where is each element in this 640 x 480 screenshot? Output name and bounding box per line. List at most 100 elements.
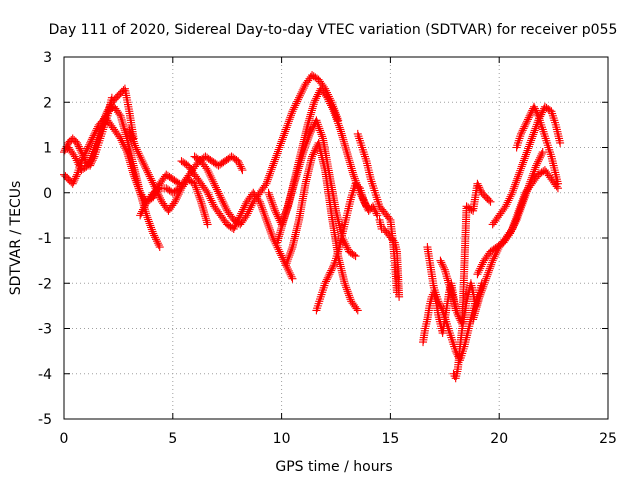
data-point <box>342 145 351 154</box>
data-point <box>477 262 486 271</box>
data-point <box>198 203 207 212</box>
data-point <box>84 142 93 151</box>
data-point <box>476 185 485 194</box>
data-point <box>280 211 289 220</box>
data-point <box>281 127 290 136</box>
data-point <box>525 179 534 188</box>
data-point <box>142 166 151 175</box>
data-point <box>485 266 494 275</box>
data-point <box>279 131 288 140</box>
data-point <box>295 91 304 100</box>
data-point <box>512 176 521 185</box>
data-point <box>138 205 147 214</box>
data-point <box>288 187 297 196</box>
data-point <box>337 129 346 138</box>
data-point <box>118 117 127 126</box>
data-point <box>209 177 218 186</box>
data-point <box>277 251 286 260</box>
data-point <box>235 160 244 169</box>
data-point <box>298 152 307 161</box>
data-point <box>274 245 283 254</box>
data-point <box>287 109 296 118</box>
data-point <box>304 118 313 127</box>
data-point <box>298 150 307 159</box>
data-point <box>291 174 300 183</box>
data-point <box>323 93 332 102</box>
data-point <box>98 121 107 130</box>
data-point <box>486 197 495 206</box>
data-point <box>556 138 565 147</box>
data-point <box>479 280 488 289</box>
data-point <box>535 153 544 162</box>
data-point <box>332 115 341 124</box>
data-point <box>107 93 116 102</box>
data-point <box>385 214 394 223</box>
data-point <box>265 223 274 232</box>
data-point <box>522 148 531 157</box>
data-point <box>69 177 78 186</box>
data-point <box>530 126 539 135</box>
data-point <box>345 291 354 300</box>
data-point <box>486 262 495 271</box>
data-point <box>283 201 292 210</box>
data-point <box>527 136 536 145</box>
data-point <box>148 227 157 236</box>
data-point <box>361 199 370 208</box>
data-point <box>242 211 251 220</box>
data-point <box>285 195 294 204</box>
data-point <box>517 201 526 210</box>
data-point <box>342 241 351 250</box>
data-point <box>277 222 286 231</box>
data-point <box>123 148 132 157</box>
data-point <box>264 188 273 197</box>
data-point <box>93 135 102 144</box>
data-point <box>439 263 448 272</box>
data-point <box>286 249 295 258</box>
data-point <box>89 147 98 156</box>
data-point <box>511 178 520 187</box>
data-point <box>332 113 340 122</box>
data-point <box>77 148 86 157</box>
data-point <box>321 279 330 288</box>
data-point <box>475 266 484 275</box>
data-point <box>519 158 528 167</box>
data-point <box>296 158 305 167</box>
data-point <box>344 289 353 298</box>
data-point <box>303 135 312 144</box>
data-point <box>341 143 350 152</box>
data-point <box>327 101 336 110</box>
data-point <box>76 146 85 155</box>
data-point <box>530 128 539 137</box>
data-point <box>526 110 535 119</box>
data-point <box>289 182 298 191</box>
data-point <box>192 183 201 192</box>
data-point <box>272 241 281 250</box>
data-point <box>328 105 337 114</box>
data-point <box>99 119 108 128</box>
data-point <box>261 181 270 190</box>
data-point <box>521 120 530 129</box>
data-point <box>279 217 288 226</box>
data-point <box>265 190 274 199</box>
data-point <box>334 121 343 130</box>
data-point <box>204 190 213 199</box>
data-point <box>207 173 216 182</box>
data-point <box>278 220 287 229</box>
data-point <box>331 111 340 120</box>
data-point <box>533 110 542 119</box>
data-point <box>277 137 286 146</box>
data-point <box>210 179 219 188</box>
data-point <box>271 153 280 162</box>
data-point <box>272 210 281 219</box>
data-point <box>481 276 490 285</box>
data-point <box>80 153 89 162</box>
data-point <box>283 257 292 266</box>
data-point <box>307 106 316 115</box>
data-point <box>476 290 485 299</box>
data-point <box>268 198 277 207</box>
data-point <box>144 217 153 226</box>
data-point <box>508 188 517 197</box>
data-point <box>144 215 153 224</box>
data-point <box>523 146 532 155</box>
data-point <box>155 243 164 252</box>
